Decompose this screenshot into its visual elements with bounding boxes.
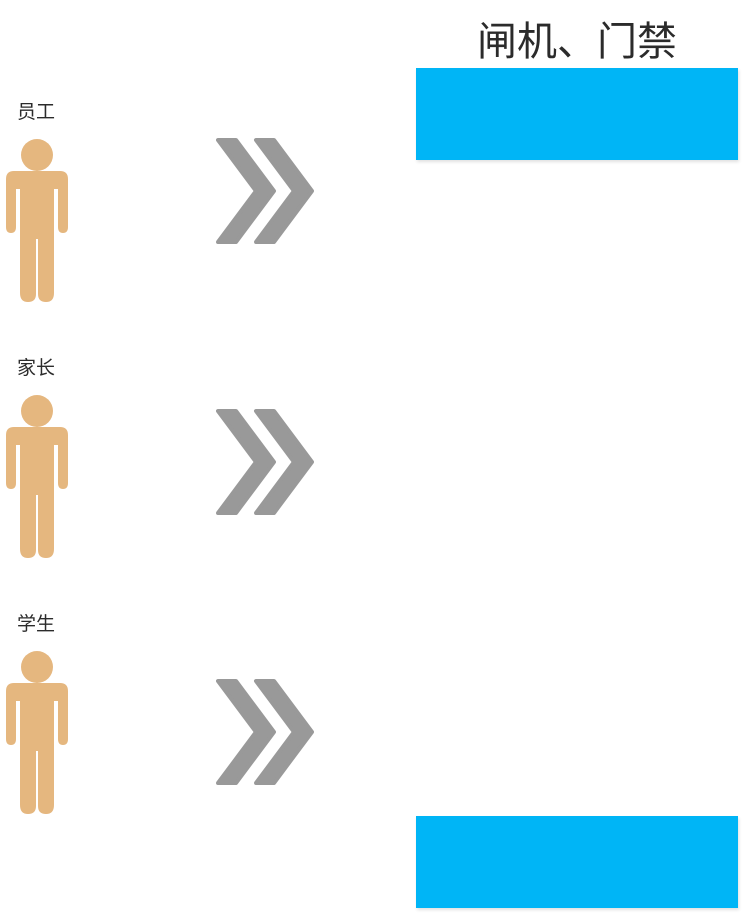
- person-label-parent: 家长: [16, 357, 55, 379]
- double-chevron-right-icon: [216, 679, 314, 785]
- person-label-staff: 员工: [16, 101, 55, 123]
- person-icon: [6, 395, 68, 558]
- gate-title: 闸机、门禁: [477, 19, 677, 65]
- gate-block-top: [416, 68, 738, 160]
- gate-block-bottom: [416, 816, 738, 908]
- person-icon: [6, 139, 68, 302]
- double-chevron-right-icon: [216, 138, 314, 244]
- person-label-student: 学生: [16, 613, 55, 635]
- double-chevron-right-icon: [216, 409, 314, 515]
- person-icon: [6, 651, 68, 814]
